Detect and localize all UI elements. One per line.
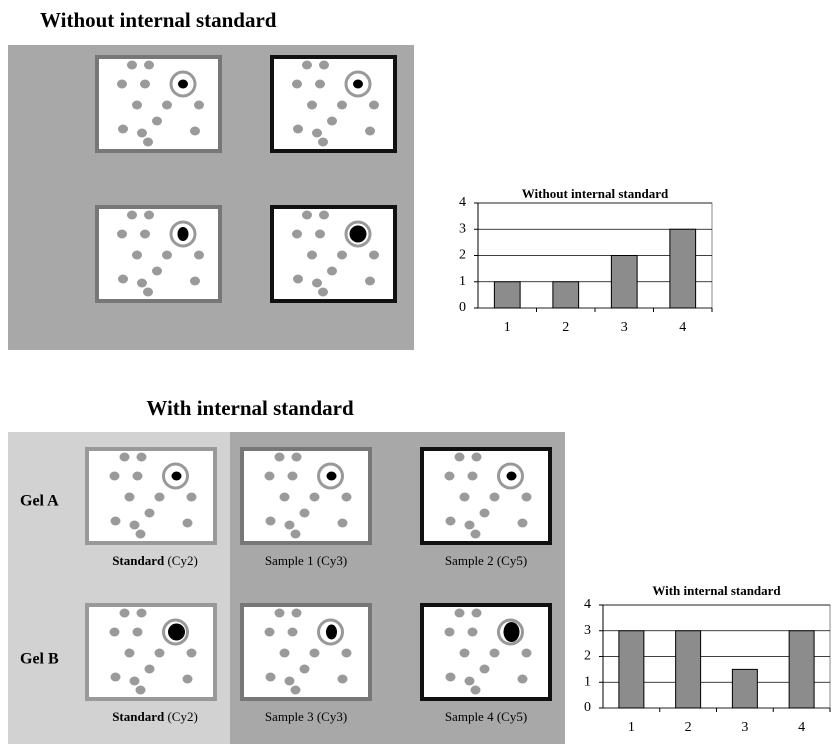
- gel: [242, 605, 370, 699]
- dye-name: Standard: [112, 709, 165, 724]
- y-tick-label: 4: [459, 195, 466, 210]
- chart-title: With internal standard: [652, 583, 781, 598]
- x-tick-label: 2: [562, 320, 569, 335]
- gel: [242, 449, 370, 543]
- x-tick-label: 2: [685, 720, 692, 735]
- gel: [422, 605, 550, 699]
- gel-label: Sample 4 (Cy5): [445, 709, 527, 724]
- section-title: Without internal standard: [40, 8, 277, 32]
- y-tick-label: 0: [459, 300, 466, 315]
- bar: [611, 256, 637, 309]
- gel: [87, 605, 215, 699]
- bar: [789, 631, 814, 708]
- section-title: With internal standard: [146, 396, 354, 420]
- y-tick-label: 2: [584, 649, 591, 664]
- gel-label: Standard (Cy2): [112, 553, 198, 568]
- gel-label: Sample 3 (Cy3): [265, 709, 347, 724]
- y-tick-label: 0: [584, 700, 591, 715]
- x-tick-label: 1: [628, 720, 635, 735]
- bar: [732, 669, 757, 708]
- bar: [619, 631, 644, 708]
- row-label: Gel B: [20, 651, 59, 668]
- x-tick-label: 4: [798, 720, 805, 735]
- gel: [272, 57, 395, 151]
- x-tick-label: 1: [504, 320, 511, 335]
- dye-name: Standard: [112, 553, 165, 568]
- bar: [494, 282, 520, 308]
- x-tick-label: 3: [741, 720, 748, 735]
- gel: [272, 207, 395, 301]
- row-label: Gel A: [20, 493, 59, 510]
- y-tick-label: 3: [459, 221, 466, 236]
- gel: [97, 57, 220, 151]
- bar: [676, 631, 701, 708]
- y-tick-label: 4: [584, 597, 591, 612]
- gel: [87, 449, 215, 543]
- gel-label: Sample 2 (Cy5): [445, 553, 527, 568]
- gel: [97, 207, 220, 301]
- gel-label: Sample 1 (Cy3): [265, 553, 347, 568]
- dye: (Cy2): [167, 709, 197, 724]
- bar: [553, 282, 579, 308]
- y-tick-label: 1: [584, 674, 591, 689]
- gel-label: Standard (Cy2): [112, 709, 198, 724]
- bar: [670, 229, 696, 308]
- gel: [422, 449, 550, 543]
- chart-title: Without internal standard: [522, 186, 669, 201]
- y-tick-label: 3: [584, 623, 591, 638]
- diagram: Without internal standard With internal …: [0, 0, 832, 744]
- dye: (Cy2): [167, 553, 197, 568]
- y-tick-label: 2: [459, 248, 466, 263]
- y-tick-label: 1: [459, 274, 466, 289]
- x-tick-label: 3: [621, 320, 628, 335]
- x-tick-label: 4: [679, 320, 686, 335]
